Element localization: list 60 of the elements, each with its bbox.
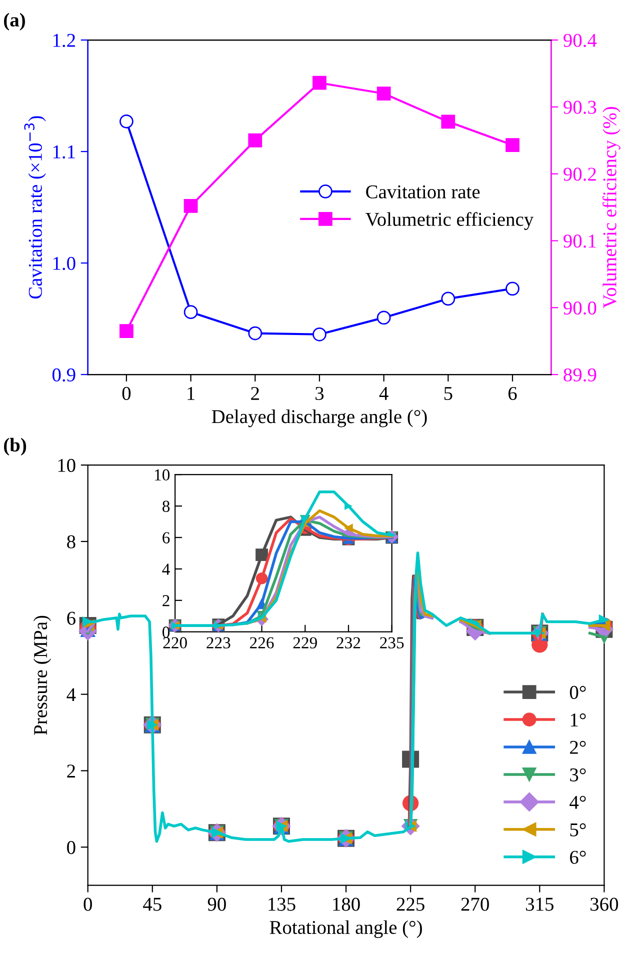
- y-tick-label: 6: [162, 532, 170, 544]
- y2-tick-label: 90.3: [564, 100, 596, 114]
- legend-label: 1°: [570, 713, 586, 726]
- y-tick-label: 4: [162, 564, 170, 575]
- x-axis-title: Rotational angle (°): [270, 920, 422, 938]
- x-tick-label: 220: [163, 637, 187, 648]
- x-tick-label: 4: [379, 387, 388, 400]
- x-axis-title: Delayed discharge angle (°): [212, 410, 427, 428]
- y-tick-label: 10: [155, 469, 170, 481]
- y-tick-label: 1.0: [53, 256, 76, 270]
- chart-title: (b): [4, 438, 26, 456]
- legend-label: Volumetric efficiency: [366, 212, 534, 230]
- legend-label: 4°: [570, 796, 586, 809]
- y-tick-label: 6: [67, 612, 76, 625]
- y-tick-label: 8: [162, 500, 170, 512]
- legend-label: Cavitation rate: [366, 185, 480, 198]
- y2-tick-label: 90.2: [564, 168, 596, 181]
- x-tick-label: 229: [293, 637, 317, 648]
- legend-label: 0°: [570, 686, 586, 700]
- x-tick-label: 0: [84, 898, 92, 911]
- y-tick-label: 2: [67, 764, 75, 778]
- y-axis-title: Cavitation rate (×10$^{−3}$): [24, 116, 46, 299]
- y-tick-label: 2: [162, 595, 170, 606]
- x-tick-label: 1: [188, 386, 194, 400]
- y-tick-label: 10: [58, 458, 76, 472]
- x-tick-label: 180: [333, 898, 360, 911]
- legend-label: 2°: [570, 740, 586, 754]
- x-tick-label: 90: [208, 898, 226, 911]
- y2-axis-title: Volumetric efficiency (%): [602, 106, 620, 308]
- y2-tick-label: 89.9: [564, 368, 596, 382]
- y-tick-label: 8: [67, 535, 76, 548]
- x-tick-label: 135: [268, 898, 296, 911]
- y2-tick-label: 90.0: [564, 301, 596, 315]
- x-tick-label: 232: [336, 637, 360, 648]
- y-tick-label: 0: [67, 840, 76, 854]
- x-tick-label: 3: [316, 386, 324, 400]
- x-tick-label: 5: [444, 387, 452, 400]
- x-tick-label: 225: [396, 898, 424, 911]
- y2-tick-label: 90.4: [564, 34, 597, 48]
- y-tick-label: 1.2: [53, 34, 75, 48]
- x-tick-label: 2: [251, 386, 259, 400]
- chart-title: (a): [4, 12, 25, 30]
- y2-tick-label: 90.1: [564, 234, 596, 248]
- legend-label: 5°: [570, 823, 586, 836]
- x-tick-label: 360: [590, 898, 618, 911]
- x-tick-label: 223: [206, 637, 230, 648]
- legend-label: 3°: [570, 768, 586, 782]
- y-axis-title: Pressure (MPa): [33, 616, 52, 735]
- y-tick-label: 1.1: [53, 145, 75, 159]
- y-tick-label: 4: [66, 688, 76, 702]
- x-tick-label: 235: [380, 637, 404, 648]
- x-tick-label: 226: [250, 637, 274, 648]
- x-tick-label: 45: [143, 898, 162, 911]
- y-tick-label: 0.9: [52, 368, 76, 382]
- x-tick-label: 315: [526, 898, 554, 911]
- legend-label: 6°: [570, 850, 586, 864]
- x-tick-label: 270: [461, 898, 489, 911]
- x-tick-label: 6: [508, 386, 517, 400]
- x-tick-label: 0: [122, 386, 131, 400]
- y-tick-label: 0: [162, 626, 170, 638]
